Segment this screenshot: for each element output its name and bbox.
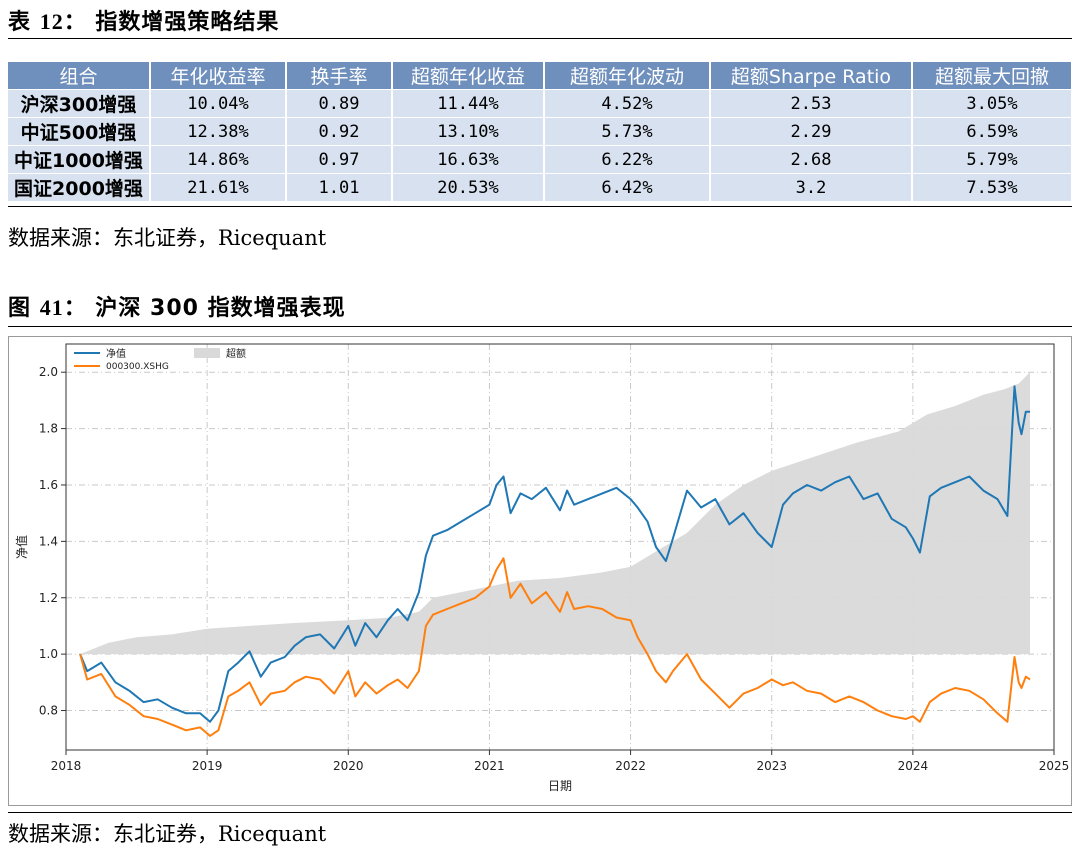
results-table: 组合 年化收益率 换手率 超额年化收益 超额年化波动 超额Sharpe Rati…	[8, 62, 1073, 201]
table-caption: 表 12： 指数增强策略结果	[8, 4, 279, 36]
table-header: 换手率	[286, 62, 393, 90]
chart-source-note: 数据来源：东北证券，Ricequant	[8, 822, 327, 846]
figure-caption: 图 41： 沪深 300 指数增强表现	[8, 290, 346, 322]
table-caption-prefix: 表	[8, 10, 32, 35]
x-tick-label: 2022	[615, 759, 646, 773]
caption-rule	[8, 38, 1072, 39]
y-tick-label: 1.4	[39, 534, 58, 548]
table-header: 超额年化收益	[392, 62, 545, 90]
legend-label-nav: 净值	[106, 347, 126, 360]
legend-swatch-excess	[194, 348, 220, 358]
x-tick-label: 2024	[898, 759, 929, 773]
x-tick-label: 2018	[51, 759, 82, 773]
table-cell: 6.22%	[544, 145, 711, 174]
table-header-row: 组合 年化收益率 换手率 超额年化收益 超额年化波动 超额Sharpe Rati…	[8, 62, 1073, 90]
table-cell: 沪深300增强	[8, 89, 151, 118]
table-cell: 中证500增强	[8, 117, 151, 146]
legend-label-excess: 超额	[226, 347, 246, 360]
figure-caption-number: 41：	[39, 295, 87, 320]
table-cell: 0.97	[286, 145, 393, 174]
table-cell: 7.53%	[912, 173, 1073, 201]
table-cell: 16.63%	[392, 145, 545, 174]
table-cell: 0.92	[286, 117, 393, 146]
table-cell: 中证1000增强	[8, 145, 151, 174]
nav-line-chart: 2018 2019 2020 2021 2022 2023 2024 2025 0.8 1.0 1.…	[14, 343, 1070, 793]
figure-caption-prefix: 图	[8, 296, 32, 321]
benchmark-series-line	[79, 557, 1031, 737]
y-tick-label: 1.2	[39, 591, 58, 605]
table-cell: 2.29	[710, 117, 913, 146]
table-cell: 12.38%	[150, 117, 287, 146]
table-cell: 14.86%	[150, 145, 287, 174]
x-tick-label: 2025	[1039, 759, 1070, 773]
table-cell: 0.89	[286, 89, 393, 118]
table-source-note: 数据来源：东北证券，Ricequant	[8, 226, 327, 250]
table-bottom-rule	[8, 206, 1072, 207]
table-cell: 13.10%	[392, 117, 545, 146]
y-axis-label: 净值	[14, 535, 29, 559]
y-tick-label: 0.8	[39, 704, 58, 718]
plot-area-border	[65, 343, 1055, 751]
table-row: 国证2000增强 21.61% 1.01 20.53% 6.42% 3.2 7.…	[8, 173, 1073, 201]
table-header: 年化收益率	[150, 62, 287, 90]
table-cell: 6.59%	[912, 117, 1073, 146]
figure-caption-title: 沪深 300 指数增强表现	[95, 296, 346, 321]
table-cell: 5.73%	[544, 117, 711, 146]
x-tick-label: 2023	[756, 759, 787, 773]
y-tick-label: 1.8	[39, 422, 58, 436]
table-cell: 3.2	[710, 173, 913, 201]
legend-label-benchmark: 000300.XSHG	[106, 362, 169, 372]
nav-series-line	[79, 385, 1030, 723]
x-tick-label: 2019	[192, 759, 223, 773]
table-row: 中证500增强 12.38% 0.92 13.10% 5.73% 2.29 6.…	[8, 117, 1073, 146]
table-cell: 10.04%	[150, 89, 287, 118]
table-row: 中证1000增强 14.86% 0.97 16.63% 6.22% 2.68 5…	[8, 145, 1073, 174]
table-header: 组合	[8, 62, 151, 90]
figure-caption-rule	[8, 326, 1072, 327]
x-axis-label: 日期	[548, 779, 572, 793]
table-cell: 1.01	[286, 173, 393, 201]
table-cell: 21.61%	[150, 173, 287, 201]
y-tick-label: 1.0	[39, 647, 58, 661]
table-cell: 2.68	[710, 145, 913, 174]
table-cell: 2.53	[710, 89, 913, 118]
chart-bottom-rule	[8, 812, 1072, 813]
x-tick-label: 2020	[333, 759, 364, 773]
table-row: 沪深300增强 10.04% 0.89 11.44% 4.52% 2.53 3.…	[8, 89, 1073, 118]
table-cell: 6.42%	[544, 173, 711, 201]
table-cell: 3.05%	[912, 89, 1073, 118]
table-caption-title: 指数增强策略结果	[95, 10, 280, 35]
table-cell: 4.52%	[544, 89, 711, 118]
table-header: 超额最大回撤	[912, 62, 1073, 90]
table-caption-number: 12：	[39, 9, 87, 34]
table-cell: 20.53%	[392, 173, 545, 201]
table-header: 超额Sharpe Ratio	[710, 62, 913, 90]
table-cell: 国证2000增强	[8, 173, 151, 201]
y-tick-label: 1.6	[39, 478, 58, 492]
table-cell: 11.44%	[392, 89, 545, 118]
excess-area	[80, 372, 1031, 655]
table-cell: 5.79%	[912, 145, 1073, 174]
table-header: 超额年化波动	[544, 62, 711, 90]
x-tick-label: 2021	[474, 759, 505, 773]
y-tick-label: 2.0	[39, 365, 58, 379]
